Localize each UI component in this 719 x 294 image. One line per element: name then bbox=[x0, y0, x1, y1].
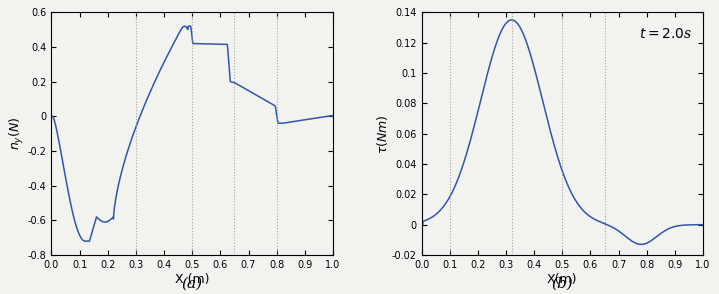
Y-axis label: $n_y(N)$: $n_y(N)$ bbox=[9, 117, 27, 151]
X-axis label: X (m): X (m) bbox=[175, 273, 209, 286]
Y-axis label: $\tau(Nm)$: $\tau(Nm)$ bbox=[375, 114, 390, 153]
X-axis label: X(m): X(m) bbox=[547, 273, 577, 286]
Text: (a): (a) bbox=[182, 277, 203, 291]
Text: $t = 2.0$s: $t = 2.0$s bbox=[638, 27, 692, 41]
Text: (b): (b) bbox=[551, 277, 573, 291]
